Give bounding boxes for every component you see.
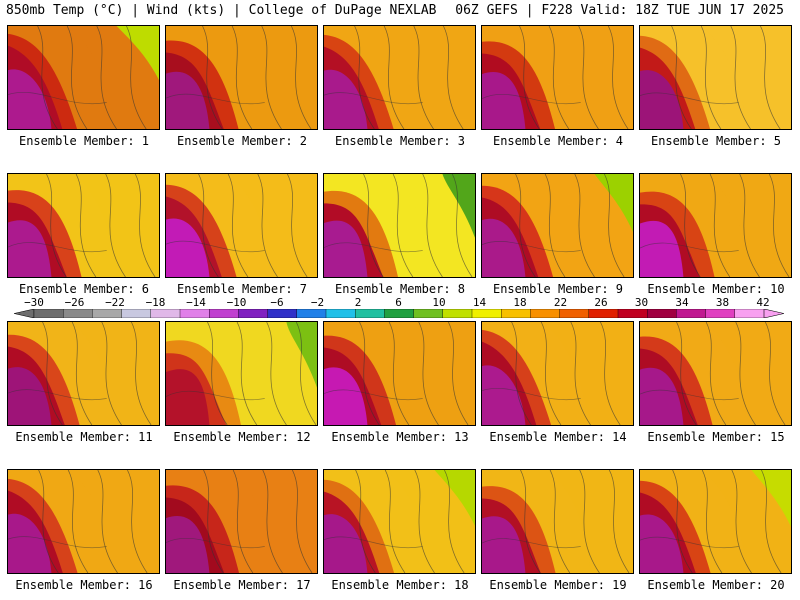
- ensemble-member-map: [639, 469, 792, 574]
- ensemble-member-map: [481, 321, 634, 426]
- colorbar-swatch: [676, 309, 707, 318]
- colorbar-tick-label: 26: [594, 296, 608, 309]
- ensemble-member-label: Ensemble Member: 18: [331, 578, 469, 592]
- ensemble-member-map: [481, 173, 634, 278]
- colorbar-swatch: [471, 309, 502, 318]
- title-right: 06Z GEFS | F228 Valid: 18Z TUE JUN 17 20…: [455, 3, 784, 18]
- ensemble-member-map: [165, 469, 318, 574]
- ensemble-member-map: [7, 25, 160, 130]
- ensemble-member-map: [7, 173, 160, 278]
- ensemble-member-map: [323, 321, 476, 426]
- ensemble-member-label: Ensemble Member: 11: [15, 430, 153, 444]
- ensemble-member-label: Ensemble Member: 16: [15, 578, 153, 592]
- colorbar-tick-label: −22: [105, 296, 125, 309]
- ensemble-member-map: [323, 469, 476, 574]
- ensemble-member-map: [639, 25, 792, 130]
- colorbar-tick-label: 10: [432, 296, 446, 309]
- colorbar-swatch: [238, 309, 269, 318]
- colorbar-swatch: [355, 309, 385, 318]
- colorbar-tick-label: −14: [186, 296, 206, 309]
- colorbar-tick-label: 2: [354, 296, 362, 309]
- colorbar-swatch: [384, 309, 415, 318]
- colorbar-swatch: [63, 309, 93, 318]
- colorbar-tick-label: 14: [472, 296, 487, 309]
- ensemble-member-map: [481, 469, 634, 574]
- colorbar-swatch: [647, 309, 677, 318]
- ensemble-member-map: [165, 173, 318, 278]
- colorbar-swatch: [150, 309, 181, 318]
- colorbar-tick-label: −30: [24, 296, 44, 309]
- ensemble-member-label: Ensemble Member: 8: [334, 282, 466, 296]
- colorbar-left-arrow: [14, 309, 35, 318]
- colorbar-tick-label: −26: [64, 296, 85, 309]
- ensemble-member-label: Ensemble Member: 12: [173, 430, 311, 444]
- colorbar-swatch: [267, 309, 298, 318]
- ensemble-member-map: [7, 469, 160, 574]
- colorbar-swatch: [296, 309, 327, 318]
- ensemble-member-label: Ensemble Member: 17: [173, 578, 311, 592]
- colorbar-tick-label: −18: [145, 296, 166, 309]
- colorbar-swatch: [530, 309, 561, 318]
- colorbar-swatch: [705, 309, 736, 318]
- ensemble-member-map: [165, 25, 318, 130]
- ensemble-member-label: Ensemble Member: 20: [647, 578, 785, 592]
- colorbar-tick-label: −10: [226, 296, 247, 309]
- colorbar-tick-label: 38: [715, 296, 730, 309]
- colorbar-tick-label: 22: [553, 296, 568, 309]
- ensemble-member-map: [323, 173, 476, 278]
- ensemble-member-map: [323, 25, 476, 130]
- colorbar-tick-label: −6: [270, 296, 284, 309]
- ensemble-member-map: [165, 321, 318, 426]
- ensemble-member-map: [481, 25, 634, 130]
- ensemble-member-label: Ensemble Member: 6: [18, 282, 150, 296]
- colorbar-swatch: [559, 309, 590, 318]
- ensemble-member-label: Ensemble Member: 7: [176, 282, 308, 296]
- ensemble-member-label: Ensemble Member: 5: [650, 134, 782, 148]
- colorbar-swatch: [501, 309, 531, 318]
- colorbar-tick-label: 6: [395, 296, 402, 309]
- colorbar-swatch: [179, 309, 210, 318]
- ensemble-member-label: Ensemble Member: 2: [176, 134, 308, 148]
- colorbar-ticks: −30 −26 −22 −18 −14 −10 −6 −2 2 6 10 14 18 22 26 30 34 38…: [0, 296, 800, 309]
- colorbar-swatch: [442, 309, 473, 318]
- colorbar-swatch: [121, 309, 152, 318]
- colorbar-swatch: [33, 309, 64, 318]
- colorbar-tick-label: 30: [634, 296, 649, 309]
- colorbar-tick-label: 34: [675, 296, 689, 309]
- ensemble-member-map: [639, 321, 792, 426]
- ensemble-member-label: Ensemble Member: 10: [647, 282, 785, 296]
- colorbar-swatch: [92, 309, 123, 318]
- ensemble-member-label: Ensemble Member: 19: [489, 578, 627, 592]
- colorbar-swatch: [588, 309, 619, 318]
- ensemble-member-label: Ensemble Member: 15: [647, 430, 785, 444]
- colorbar-swatch: [208, 309, 239, 318]
- ensemble-member-map: [7, 321, 160, 426]
- ensemble-member-label: Ensemble Member: 4: [492, 134, 624, 148]
- ensemble-member-label: Ensemble Member: 13: [331, 430, 469, 444]
- ensemble-member-label: Ensemble Member: 3: [334, 134, 466, 148]
- colorbar-tick-label: 18: [513, 296, 527, 309]
- colorbar-swatch: [325, 309, 356, 318]
- colorbar-tick-label: 42: [756, 296, 770, 309]
- colorbar: [14, 309, 784, 318]
- colorbar-swatch: [617, 309, 648, 318]
- title-left: 850mb Temp (°C) | Wind (kts) | College o…: [6, 3, 437, 18]
- ensemble-member-label: Ensemble Member: 9: [492, 282, 624, 296]
- colorbar-swatch: [734, 309, 765, 318]
- ensemble-member-label: Ensemble Member: 1: [18, 134, 150, 148]
- ensemble-member-map: [639, 173, 792, 278]
- colorbar-swatch: [413, 309, 444, 318]
- colorbar-tick-label: −2: [310, 296, 325, 309]
- ensemble-member-label: Ensemble Member: 14: [489, 430, 627, 444]
- colorbar-right-arrow: [763, 309, 784, 318]
